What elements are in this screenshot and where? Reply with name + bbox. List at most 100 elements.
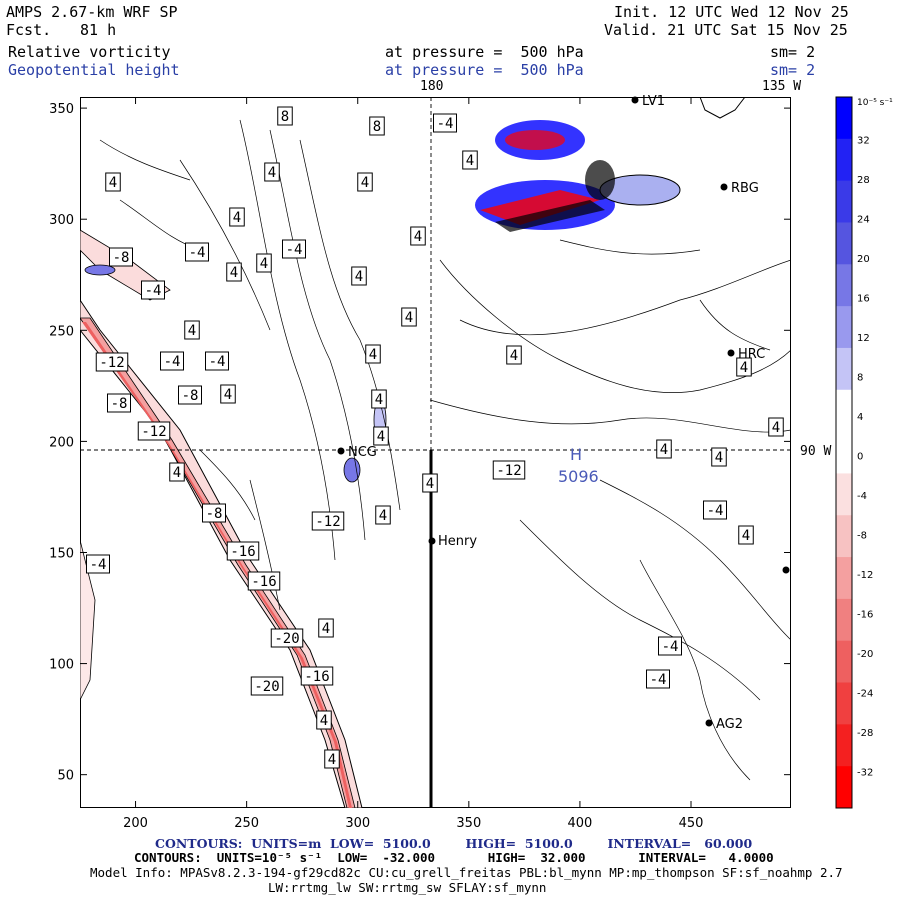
svg-text:-4: -4 xyxy=(286,242,303,258)
field-vorticity: Relative vorticity xyxy=(8,43,171,61)
svg-text:4: 4 xyxy=(715,450,723,466)
contour-label: -4 xyxy=(160,351,184,371)
contour-label: 4 xyxy=(375,505,391,525)
vorticity-blob xyxy=(343,457,361,483)
colorbar-tick-label: 32 xyxy=(857,136,870,147)
colorbar-swatch xyxy=(836,640,852,684)
svg-text:-8: -8 xyxy=(182,388,199,404)
station-dot-east xyxy=(782,566,790,574)
contour-label: -12 xyxy=(311,511,345,531)
smoothing-1: sm= 2 xyxy=(770,43,816,61)
x-tick-label: 200 xyxy=(123,816,148,831)
map-plot xyxy=(80,97,791,808)
colorbar-tick-label: 12 xyxy=(857,333,870,344)
svg-text:4: 4 xyxy=(377,429,385,445)
forecast-label: Fcst. xyxy=(6,21,52,39)
svg-text:4: 4 xyxy=(260,256,268,272)
high-pressure-value: 5096 xyxy=(558,467,599,486)
svg-text:4: 4 xyxy=(230,265,238,281)
contour-label: 8 xyxy=(277,106,293,126)
svg-text:4: 4 xyxy=(328,752,336,768)
contour-label: -8 xyxy=(178,385,202,405)
contour-label: 4 xyxy=(711,447,727,467)
colorbar-swatch xyxy=(836,180,852,223)
high-pressure-marker: H xyxy=(570,445,582,464)
svg-text:-12: -12 xyxy=(141,424,166,440)
contour-label: -4 xyxy=(646,669,670,689)
colorbar-tick-label: -20 xyxy=(857,649,873,660)
contour-label: 4 xyxy=(256,253,272,273)
y-tick-label: 100 xyxy=(49,658,74,673)
svg-text:-8: -8 xyxy=(113,250,130,266)
contour-label: -4 xyxy=(205,351,229,371)
contour-label: 4 xyxy=(105,172,121,192)
contour-label: 4 xyxy=(220,384,236,404)
svg-text:4: 4 xyxy=(233,210,241,226)
x-tick-label: 450 xyxy=(679,816,704,831)
contour-label: 4 xyxy=(169,462,185,482)
colorbar-swatch xyxy=(836,306,852,349)
svg-text:4: 4 xyxy=(320,713,328,729)
contour-label: 4 xyxy=(365,344,381,364)
svg-text:8: 8 xyxy=(373,119,381,135)
svg-text:4: 4 xyxy=(772,420,780,436)
contour-label: 4 xyxy=(656,439,672,459)
svg-text:-16: -16 xyxy=(251,574,276,590)
svg-text:4: 4 xyxy=(322,621,330,637)
svg-text:4: 4 xyxy=(466,153,474,169)
svg-text:4: 4 xyxy=(268,165,276,181)
contour-label: -12 xyxy=(137,421,171,441)
svg-text:4: 4 xyxy=(355,269,363,285)
contour-label: -16 xyxy=(247,571,281,591)
station-label-lv1: LV1 xyxy=(642,94,665,109)
contour-label: -16 xyxy=(300,666,334,686)
contour-label: -20 xyxy=(270,628,304,648)
svg-text:4: 4 xyxy=(188,323,196,339)
footer-contour-height: CONTOURS: UNITS=m LOW= 5100.0 HIGH= 5100… xyxy=(155,836,753,851)
station-label-rbg: RBG xyxy=(731,181,759,196)
svg-text:4: 4 xyxy=(742,528,750,544)
contour-label: 4 xyxy=(316,710,332,730)
colorbar-tick-label: 8 xyxy=(857,373,863,384)
contour-label: -4 xyxy=(282,239,306,259)
contour-label: 4 xyxy=(229,207,245,227)
svg-text:4: 4 xyxy=(173,465,181,481)
colorbar-tick-label: 28 xyxy=(857,175,870,186)
colorbar-units: 10⁻⁵ s⁻¹ xyxy=(857,98,893,108)
valid-time: Valid. 21 UTC Sat 15 Nov 25 xyxy=(604,21,848,39)
y-tick-label: 250 xyxy=(49,324,74,339)
svg-text:4: 4 xyxy=(414,229,422,245)
svg-text:4: 4 xyxy=(369,347,377,363)
colorbar-swatch xyxy=(836,473,852,516)
station-label-ncg: NCG xyxy=(348,445,377,460)
svg-text:4: 4 xyxy=(740,360,748,376)
contour-label: 4 xyxy=(351,266,367,286)
contour-label: 8 xyxy=(369,116,385,136)
longitude-180-label: 180 xyxy=(420,79,444,94)
smoothing-2: sm= 2 xyxy=(770,61,816,79)
svg-text:-4: -4 xyxy=(707,503,724,519)
colorbar-swatch xyxy=(836,138,852,182)
svg-text:-20: -20 xyxy=(274,631,299,647)
contour-lines xyxy=(99,119,791,781)
pressure-level-1: at pressure = 500 hPa xyxy=(385,43,584,61)
x-tick-label: 400 xyxy=(568,816,593,831)
colorbar-tick-label: -32 xyxy=(857,768,873,779)
svg-text:4: 4 xyxy=(510,348,518,364)
pressure-level-2: at pressure = 500 hPa xyxy=(385,61,584,79)
colorbar-tick-label: -12 xyxy=(857,570,873,581)
colorbar-swatch xyxy=(836,389,852,433)
contour-label: 4 xyxy=(318,618,334,638)
colorbar-tick-label: -8 xyxy=(857,531,867,542)
contour-label: 4 xyxy=(738,525,754,545)
colorbar-swatch xyxy=(836,515,852,558)
contour-label: 4 xyxy=(462,150,478,170)
colorbar-tick-label: -28 xyxy=(857,728,873,739)
contour-label: 4 xyxy=(506,345,522,365)
colorbar-swatch xyxy=(836,222,852,265)
contour-label: 4 xyxy=(371,389,387,409)
svg-text:-4: -4 xyxy=(90,557,107,573)
svg-text:-8: -8 xyxy=(111,396,128,412)
colorbar: 32 28 24 20 16 12 8 4 0 -4 -8 -12 -16 -20 -24 -28 -32 xyxy=(835,96,873,809)
